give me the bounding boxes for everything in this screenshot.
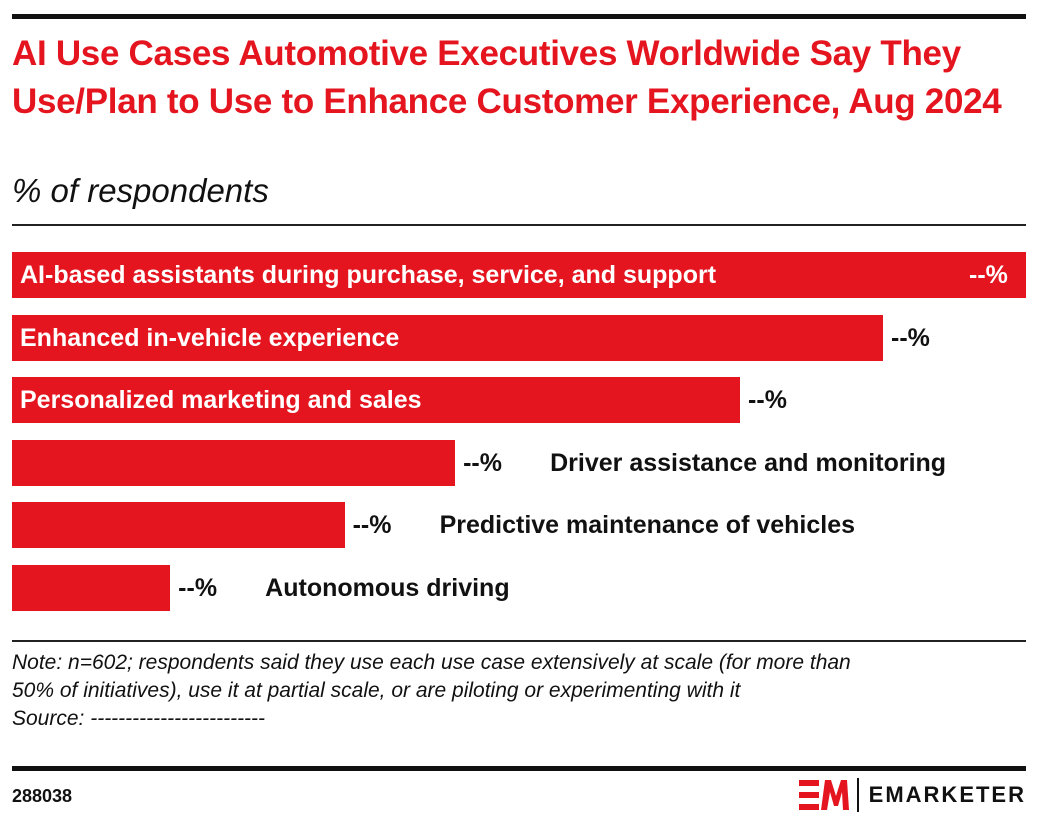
header-rule [12,224,1026,226]
value-label: --% [891,323,930,352]
chart-id: 288038 [12,786,73,806]
em-logo-icon [798,780,849,810]
bar [12,252,1026,298]
category-label: Autonomous driving [265,573,510,602]
note-line: Note: n=602; respondents said they use e… [12,651,851,674]
emarketer-logo: EMARKETER [798,778,1026,812]
bar [12,377,741,423]
bar-chart: AI-based assistants during purchase, ser… [0,240,1038,630]
bar [12,502,345,548]
top-rule [12,14,1026,19]
note-line: 50% of initiatives), use it at partial s… [12,679,741,702]
value-label: --% [178,573,218,602]
chart-title: AI Use Cases Automotive Executives World… [12,34,1002,121]
source-line: Source: ------------------------- [12,707,266,730]
value-label: --% [748,386,787,414]
brand-name: EMARKETER [868,782,1026,807]
chart-subtitle: % of respondents [12,172,269,209]
category-label: Driver assistance and monitoring [550,448,947,477]
category-label: Personalized marketing and sales [20,386,422,414]
value-label: --% [463,448,502,477]
logo-divider [856,778,859,812]
bar [12,439,456,486]
chart-note: Note: n=602; respondents said they use e… [12,649,851,733]
note-rule [12,640,1026,642]
value-label: --% [352,511,392,539]
category-label: Enhanced in-vehicle experience [20,323,400,352]
category-label: AI-based assistants during purchase, ser… [20,261,717,289]
footer-rule [12,766,1026,771]
bar [12,564,171,611]
bar [12,314,884,361]
category-label: Predictive maintenance of vehicles [439,511,856,539]
value-label: --% [969,261,1008,289]
